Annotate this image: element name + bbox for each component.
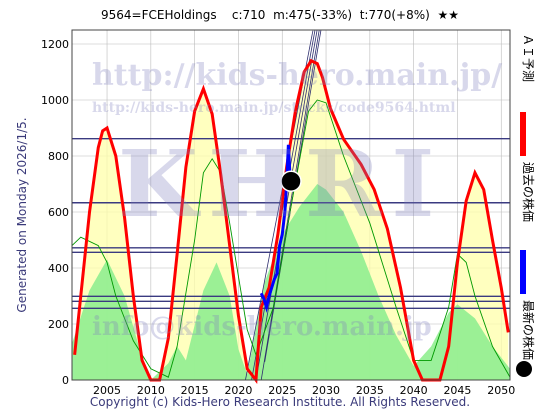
- x-tick-label: 2005: [93, 384, 121, 397]
- y-tick-label: 1000: [41, 94, 69, 107]
- legend-past-label: 過去の株価: [521, 162, 536, 222]
- legend-past-swatch: [520, 250, 526, 294]
- latest-price-point-ring: [280, 170, 302, 192]
- rating-stars: ★★: [437, 8, 459, 22]
- legend-ai-swatch: [520, 112, 526, 156]
- x-tick-labels: 2005 2010 2015 2020 2025 2030 2035 2040 2045 2050: [93, 384, 515, 397]
- y-tick-label: 200: [48, 318, 69, 331]
- x-tick-label: 2010: [137, 384, 165, 397]
- code-name: 9564=FCEHoldings: [101, 8, 217, 22]
- x-tick-label: 2030: [312, 384, 340, 397]
- y-tick-label: 0: [62, 374, 69, 387]
- legend-latest-label: 最新の株価: [521, 300, 536, 360]
- areas: [72, 60, 510, 381]
- trend-line: [260, 29, 320, 381]
- x-tick-label: 2025: [268, 384, 296, 397]
- chart-header: 9564=FCEHoldings c:710 m:475(-33%) t:770…: [0, 8, 560, 28]
- min-price: m:475(-33%): [273, 8, 353, 22]
- watermark-email: info@kids-hero.main.jp: [92, 312, 432, 342]
- green-area: [72, 184, 510, 380]
- target-price: t:770(+8%): [359, 8, 430, 22]
- legend-latest-dot: [516, 361, 532, 377]
- latest-price-point: [281, 171, 301, 192]
- y-tick-label: 800: [48, 150, 69, 163]
- generated-date-label-box: Generated on Monday 2026/1/5.: [15, 117, 29, 312]
- x-tick-label: 2015: [181, 384, 209, 397]
- watermark-logo: KHRI: [118, 130, 445, 238]
- generated-date-label: Generated on Monday 2026/1/5.: [15, 117, 29, 312]
- legend-ai-label: ＡＩ予測: [521, 34, 535, 82]
- green-line: [71, 99, 511, 378]
- plot-frame: [71, 29, 511, 381]
- trend-line: [251, 29, 316, 381]
- x-tick-label: 2045: [443, 384, 471, 397]
- points: [280, 170, 302, 192]
- watermark-url-small: http://kids-hero.main.jp/stocks/code9564…: [92, 100, 456, 116]
- legend: ＡＩ予測 過去の株価 最新の株価: [516, 34, 536, 377]
- x-tick-label: 2040: [400, 384, 428, 397]
- y-tick-label: 600: [48, 206, 69, 219]
- y-tick-label: 1200: [41, 38, 69, 51]
- watermark-url-big: http://kids-hero.main.jp/: [92, 58, 503, 93]
- past-price-line: [259, 144, 293, 313]
- copyright-footer: Copyright (c) Kids-Hero Research Institu…: [89, 395, 471, 409]
- current-price: c:710: [231, 8, 266, 22]
- y-tick-labels: 0 200 400 600 800 1000 1200: [41, 38, 69, 387]
- y-tick-label: 400: [48, 262, 69, 275]
- x-tick-label: 2020: [224, 384, 252, 397]
- x-tick-label: 2035: [356, 384, 384, 397]
- x-tick-label: 2050: [487, 384, 515, 397]
